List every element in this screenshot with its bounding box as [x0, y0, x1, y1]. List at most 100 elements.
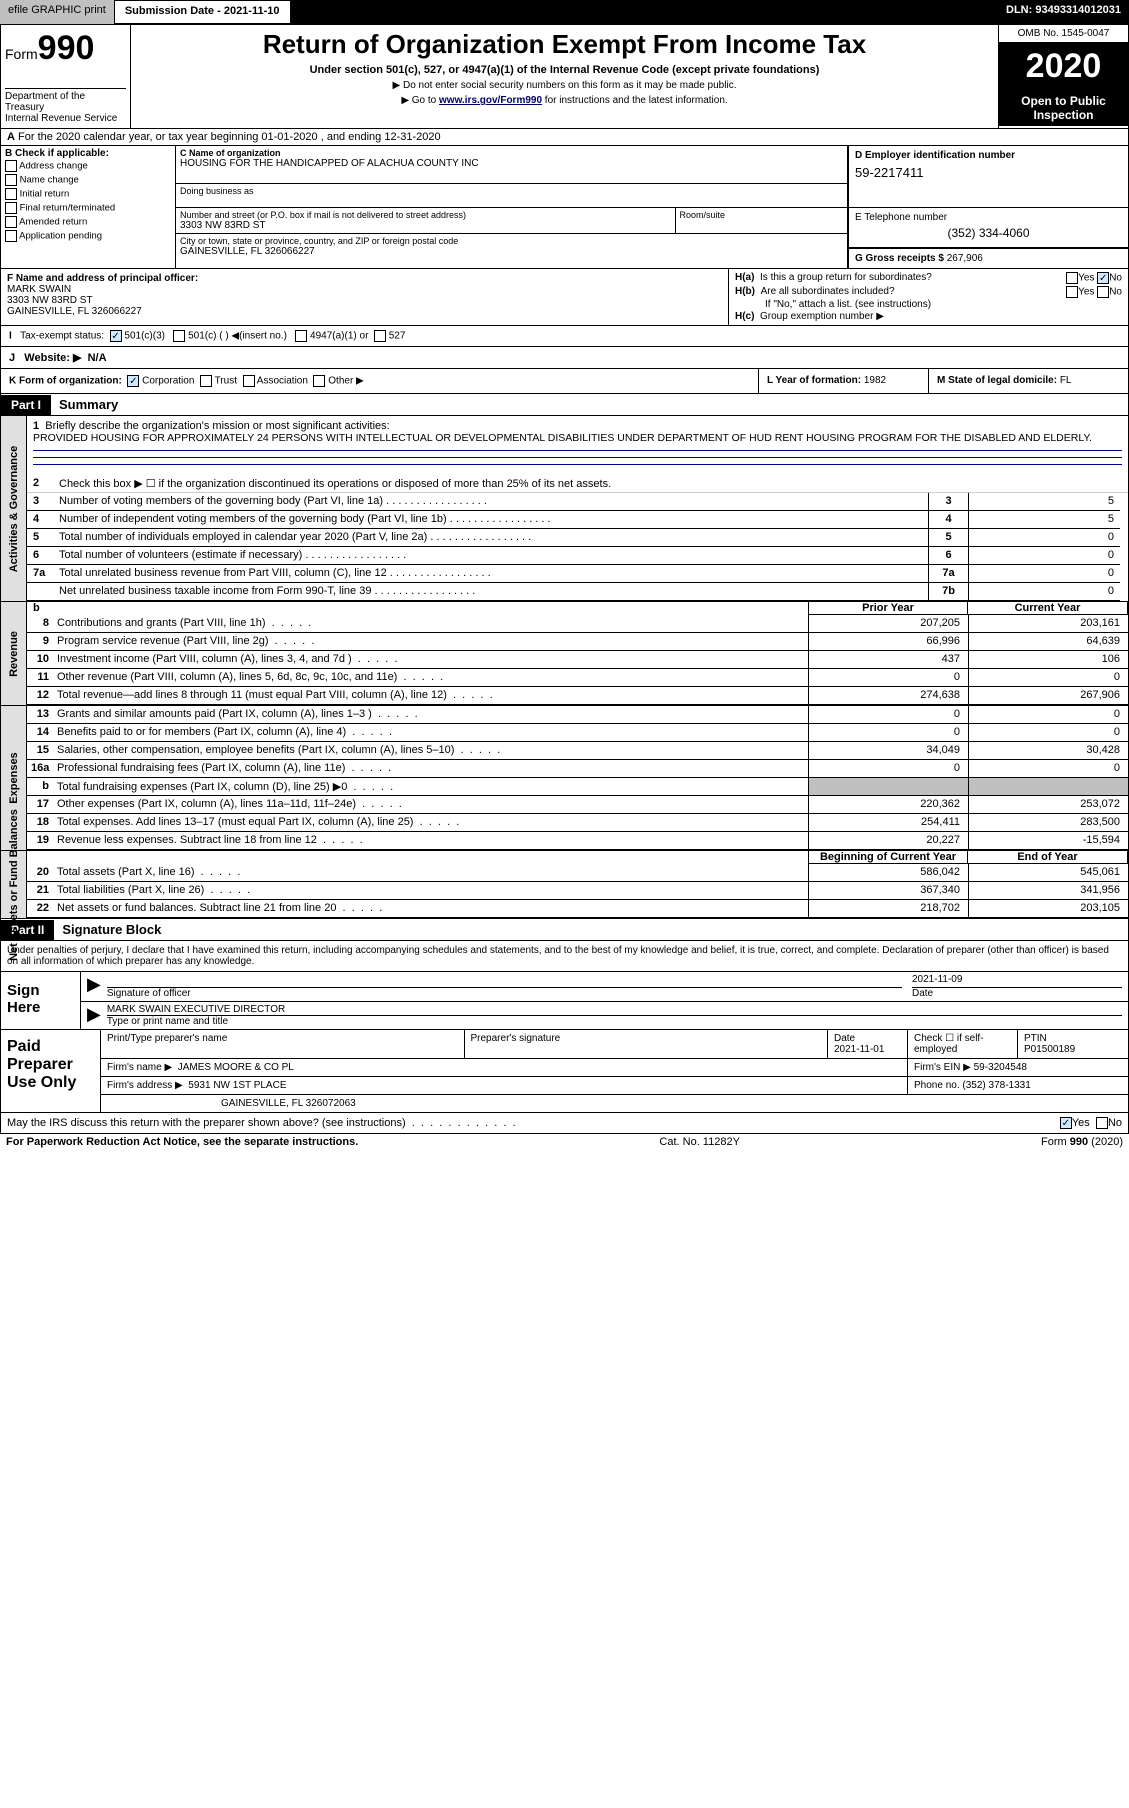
ein-label: D Employer identification number	[855, 150, 1122, 161]
section-h: H(a) Is this a group return for subordin…	[728, 269, 1128, 325]
prep-row4: GAINESVILLE, FL 326072063	[101, 1095, 1128, 1112]
side-label-na: Net Assets or Fund Balances	[1, 851, 27, 918]
prep-row3: Firm's address ▶ 5931 NW 1ST PLACE Phone…	[101, 1077, 1128, 1095]
firm-ein: 59-3204548	[974, 1062, 1027, 1073]
tax-year: 2020	[999, 43, 1128, 90]
ag-line-3: 3Number of voting members of the governi…	[27, 493, 928, 511]
form-number: 990	[38, 29, 95, 67]
prep-row1: Print/Type preparer's name Preparer's si…	[101, 1030, 1128, 1059]
org-name: HOUSING FOR THE HANDICAPPED OF ALACHUA C…	[180, 158, 843, 169]
gross-receipts: G Gross receipts $ 267,906	[849, 248, 1128, 268]
fin-line-19: 19 Revenue less expenses. Subtract line …	[27, 832, 1128, 850]
fin-line-17: 17 Other expenses (Part IX, column (A), …	[27, 796, 1128, 814]
check-final-return[interactable]: Final return/terminated	[5, 201, 171, 215]
fin-line-b: b Total fundraising expenses (Part IX, c…	[27, 778, 1128, 796]
irs-discuss-row: May the IRS discuss this return with the…	[0, 1113, 1129, 1134]
section-m: M State of legal domicile: FL	[928, 369, 1128, 393]
activities-governance: Activities & Governance 1 Briefly descri…	[0, 416, 1129, 602]
efile-header: efile GRAPHIC print Submission Date - 20…	[0, 0, 1129, 24]
fin-line-9: 9 Program service revenue (Part VIII, li…	[27, 633, 1128, 651]
expenses-section: Expenses 13 Grants and similar amounts p…	[0, 706, 1129, 851]
ptin-value: P01500189	[1024, 1044, 1075, 1055]
signature-intro: Under penalties of perjury, I declare th…	[0, 941, 1129, 972]
website-value: N/A	[88, 352, 107, 364]
ag-lines: 3Number of voting members of the governi…	[27, 493, 1128, 601]
mission-text: PROVIDED HOUSING FOR APPROXIMATELY 24 PE…	[33, 432, 1092, 444]
sign-here-block: Sign Here ▶ Signature of officer 2021-11…	[0, 972, 1129, 1030]
revenue-section: Revenue b Prior Year Current Year 8 Cont…	[0, 602, 1129, 706]
self-employed-check[interactable]: Check ☐ if self-employed	[908, 1030, 1018, 1058]
footer-catno: Cat. No. 11282Y	[659, 1136, 740, 1148]
phone-label: E Telephone number	[855, 212, 1122, 223]
form-label: Form	[5, 46, 38, 62]
fin-line-14: 14 Benefits paid to or for members (Part…	[27, 724, 1128, 742]
line-2: 2Check this box ▶ ☐ if the organization …	[27, 475, 1128, 493]
klm-row: K Form of organization: ✓ Corporation Tr…	[0, 369, 1129, 394]
check-address-change[interactable]: Address change	[5, 159, 171, 173]
part2-header-row: Part II Signature Block	[0, 919, 1129, 941]
hb-note: If "No," attach a list. (see instruction…	[735, 299, 1122, 310]
city-row: City or town, state or province, country…	[176, 234, 847, 264]
bcd-block: B Check if applicable: Address change Na…	[0, 146, 1129, 269]
check-app-pending[interactable]: Application pending	[5, 229, 171, 243]
firm-addr2: GAINESVILLE, FL 326072063	[101, 1095, 1128, 1112]
page-footer: For Paperwork Reduction Act Notice, see …	[0, 1134, 1129, 1150]
fin-line-22: 22 Net assets or fund balances. Subtract…	[27, 900, 1128, 918]
sig-date: 2021-11-09	[912, 974, 1122, 988]
line-a-calendar-year: A For the 2020 calendar year, or tax yea…	[0, 129, 1129, 146]
dept1: Department of the Treasury	[5, 91, 126, 113]
fin-line-21: 21 Total liabilities (Part X, line 26) .…	[27, 882, 1128, 900]
website-row: J Website: ▶ N/A	[0, 347, 1129, 369]
tax-exempt-row: I Tax-exempt status: ✓ 501(c)(3) 501(c) …	[0, 326, 1129, 347]
section-d-e-g: D Employer identification number 59-2217…	[848, 146, 1128, 268]
ag-line-5: 5Total number of individuals employed in…	[27, 529, 928, 547]
paid-preparer-block: Paid Preparer Use Only Print/Type prepar…	[0, 1030, 1129, 1113]
part1-badge: Part I	[1, 395, 51, 415]
fin-line-15: 15 Salaries, other compensation, employe…	[27, 742, 1128, 760]
section-c: C Name of organization HOUSING FOR THE H…	[176, 146, 848, 268]
fin-line-20: 20 Total assets (Part X, line 16) . . . …	[27, 864, 1128, 882]
fh-block: F Name and address of principal officer:…	[0, 269, 1129, 326]
fin-line-11: 11 Other revenue (Part VIII, column (A),…	[27, 669, 1128, 687]
section-f: F Name and address of principal officer:…	[1, 269, 728, 325]
fin-line-10: 10 Investment income (Part VIII, column …	[27, 651, 1128, 669]
room-suite: Room/suite	[676, 208, 848, 233]
officer-addr1: 3303 NW 83RD ST	[7, 295, 722, 306]
section-i: I Tax-exempt status: ✓ 501(c)(3) 501(c) …	[1, 326, 1128, 346]
firm-phone: (352) 378-1331	[962, 1080, 1030, 1091]
year-box: OMB No. 1545-0047 2020 Open to Public In…	[998, 25, 1128, 128]
officer-name-title: MARK SWAIN EXECUTIVE DIRECTOR	[107, 1004, 1122, 1016]
ag-line-7a: 7aTotal unrelated business revenue from …	[27, 565, 928, 583]
officer-addr2: GAINESVILLE, FL 326066227	[7, 306, 722, 317]
check-amended[interactable]: Amended return	[5, 215, 171, 229]
netassets-section: Net Assets or Fund Balances Beginning of…	[0, 851, 1129, 919]
na-header: Beginning of Current Year End of Year	[27, 851, 1128, 864]
section-k: K Form of organization: ✓ Corporation Tr…	[1, 369, 758, 393]
fin-line-13: 13 Grants and similar amounts paid (Part…	[27, 706, 1128, 724]
b-label: B Check if applicable:	[5, 148, 171, 159]
side-label-ag: Activities & Governance	[1, 416, 27, 601]
city-state-zip: GAINESVILLE, FL 326066227	[180, 246, 843, 257]
ag-line-6: 6Total number of volunteers (estimate if…	[27, 547, 928, 565]
street-row: Number and street (or P.O. box if mail i…	[176, 208, 847, 234]
check-name-change[interactable]: Name change	[5, 173, 171, 187]
footer-right: Form 990 (2020)	[1041, 1136, 1123, 1148]
fin-line-18: 18 Total expenses. Add lines 13–17 (must…	[27, 814, 1128, 832]
ag-line-7b: Net unrelated business taxable income fr…	[27, 583, 928, 601]
sign-here-label: Sign Here	[1, 972, 81, 1029]
header-spacer	[291, 0, 999, 24]
title-box: Return of Organization Exempt From Incom…	[131, 25, 998, 128]
form-title: Return of Organization Exempt From Incom…	[141, 29, 988, 60]
fin-line-8: 8 Contributions and grants (Part VIII, l…	[27, 615, 1128, 633]
org-name-row: C Name of organization HOUSING FOR THE H…	[176, 146, 847, 184]
prep-row2: Firm's name ▶ JAMES MOORE & CO PL Firm's…	[101, 1059, 1128, 1077]
note-link: ▶ Go to www.irs.gov/Form990 for instruct…	[141, 95, 988, 106]
check-initial-return[interactable]: Initial return	[5, 187, 171, 201]
form-header: Form990 Department of the Treasury Inter…	[0, 24, 1129, 129]
sig-name-row: ▶ MARK SWAIN EXECUTIVE DIRECTOR Type or …	[81, 1002, 1128, 1029]
irs-link[interactable]: www.irs.gov/Form990	[439, 95, 542, 106]
sig-officer-label: Signature of officer	[107, 988, 902, 999]
ag-line-4: 4Number of independent voting members of…	[27, 511, 928, 529]
part1-header-row: Part I Summary	[0, 394, 1129, 416]
fin-header: b Prior Year Current Year	[27, 602, 1128, 615]
